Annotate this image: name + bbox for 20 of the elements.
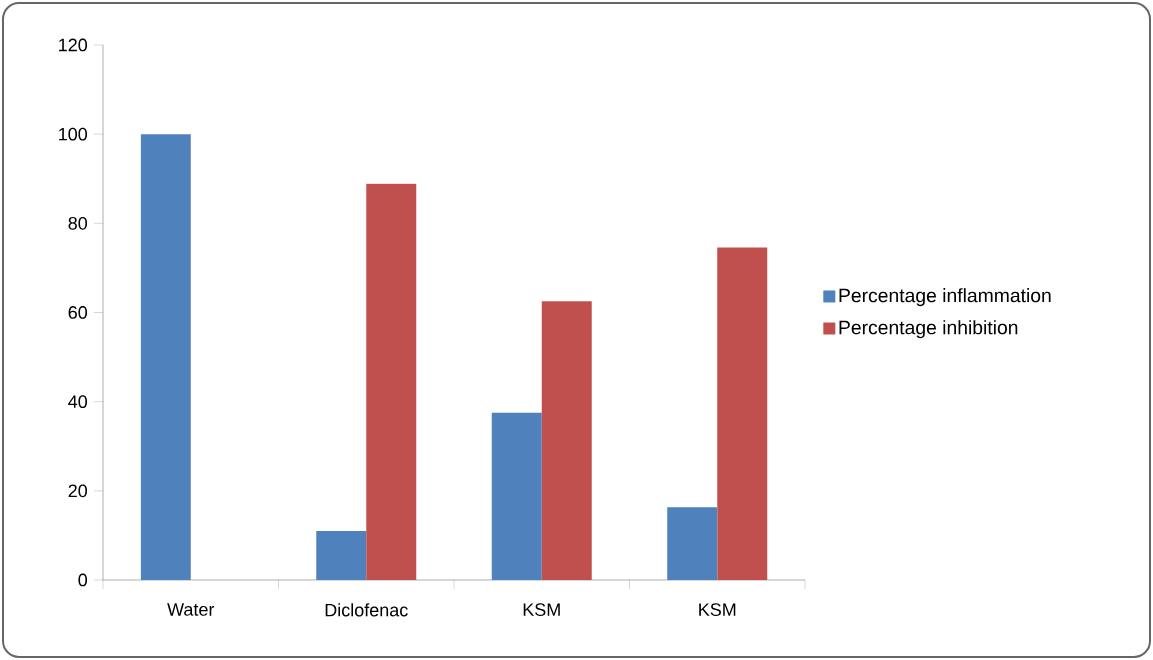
legend-label: Percentage inflammation: [839, 288, 1051, 307]
bar: [717, 247, 768, 580]
bar: [316, 530, 367, 580]
y-tick-label: 80: [68, 216, 88, 230]
y-tick-label: 20: [68, 484, 88, 498]
x-tick-label: Water: [167, 603, 215, 616]
y-tick-label: 0: [78, 573, 88, 587]
bar: [491, 412, 542, 580]
y-tick-label: 100: [59, 127, 88, 141]
bar: [541, 301, 592, 580]
legend-label: Percentage inhibition: [839, 320, 1018, 339]
bar: [667, 507, 718, 580]
x-tick-label: Diclofenac: [325, 603, 408, 617]
x-tick-label: KSM: [699, 603, 736, 616]
y-tick-label: 60: [68, 306, 88, 319]
y-tick-label: 40: [68, 395, 88, 409]
bar: [140, 134, 191, 580]
x-tick-label: KSM: [523, 603, 560, 616]
y-tick-label: 120: [59, 38, 88, 52]
bar: [366, 183, 417, 580]
